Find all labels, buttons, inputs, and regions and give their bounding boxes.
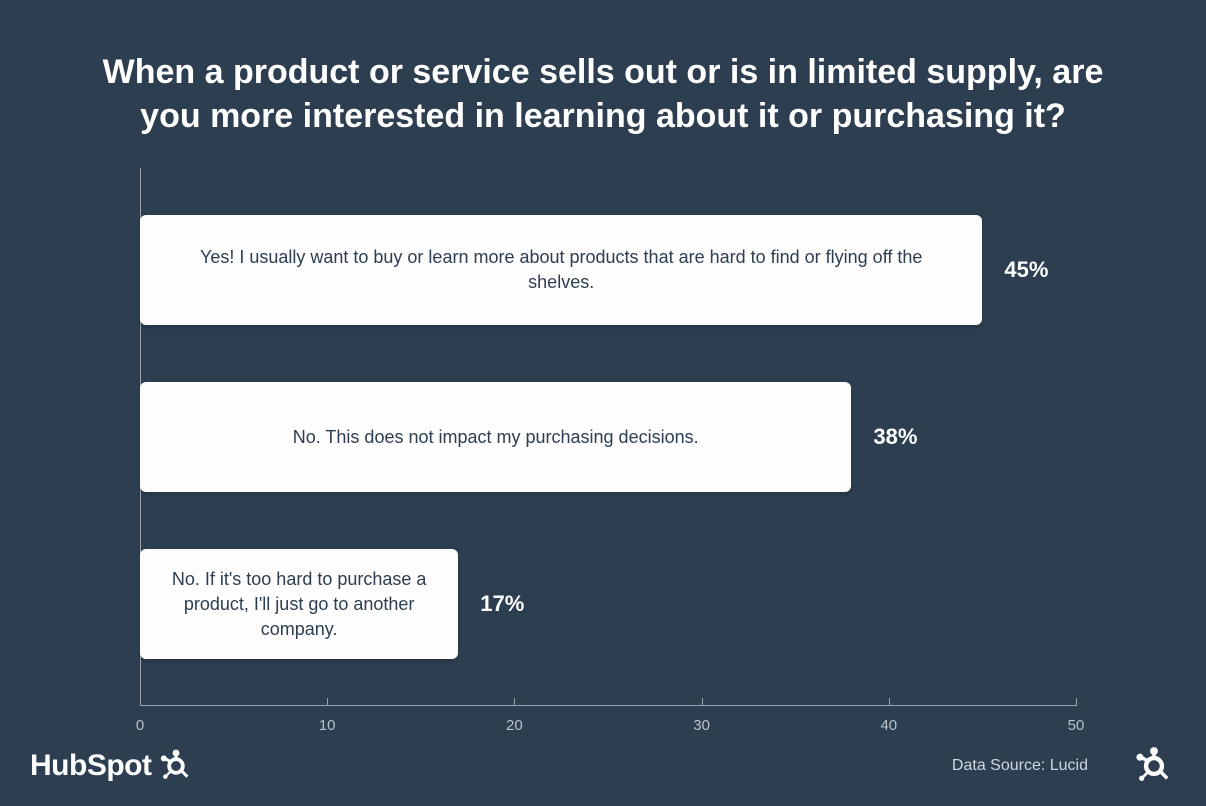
- sprocket-icon: [157, 747, 195, 785]
- bar: Yes! I usually want to buy or learn more…: [140, 215, 982, 325]
- x-tick-mark: [889, 698, 890, 706]
- x-tick-mark: [140, 698, 141, 706]
- bar-row: No. If it's too hard to purchase a produ…: [140, 549, 1076, 659]
- bar-row: Yes! I usually want to buy or learn more…: [140, 215, 1076, 325]
- x-tick-mark: [514, 698, 515, 706]
- infographic-container: When a product or service sells out or i…: [0, 0, 1206, 806]
- bar-row: No. This does not impact my purchasing d…: [140, 382, 1076, 492]
- brand-logo: HubSpot: [30, 747, 195, 785]
- footer-right: Data Source: Lucid: [952, 744, 1176, 788]
- x-tick-label: 40: [880, 717, 897, 734]
- x-tick-label: 20: [506, 717, 523, 734]
- chart-area: Yes! I usually want to buy or learn more…: [100, 168, 1116, 806]
- data-source: Data Source: Lucid: [952, 757, 1088, 775]
- sprocket-icon: [1132, 744, 1176, 788]
- x-tick-label: 50: [1068, 717, 1085, 734]
- chart-title: When a product or service sells out or i…: [40, 50, 1166, 158]
- x-tick-label: 10: [319, 717, 336, 734]
- bar-value-label: 45%: [1004, 257, 1048, 283]
- bars-group: Yes! I usually want to buy or learn more…: [140, 168, 1076, 706]
- x-tick-mark: [327, 698, 328, 706]
- bar: No. If it's too hard to purchase a produ…: [140, 549, 458, 659]
- brand-name: HubSpot: [30, 749, 151, 783]
- x-tick-label: 0: [136, 717, 144, 734]
- plot-area: Yes! I usually want to buy or learn more…: [140, 168, 1076, 706]
- bar: No. This does not impact my purchasing d…: [140, 382, 851, 492]
- bar-value-label: 17%: [480, 591, 524, 617]
- x-tick-mark: [1076, 698, 1077, 706]
- bar-value-label: 38%: [873, 424, 917, 450]
- x-tick-label: 30: [693, 717, 710, 734]
- x-tick-mark: [702, 698, 703, 706]
- footer: HubSpot Data Source: Lucid: [0, 736, 1206, 806]
